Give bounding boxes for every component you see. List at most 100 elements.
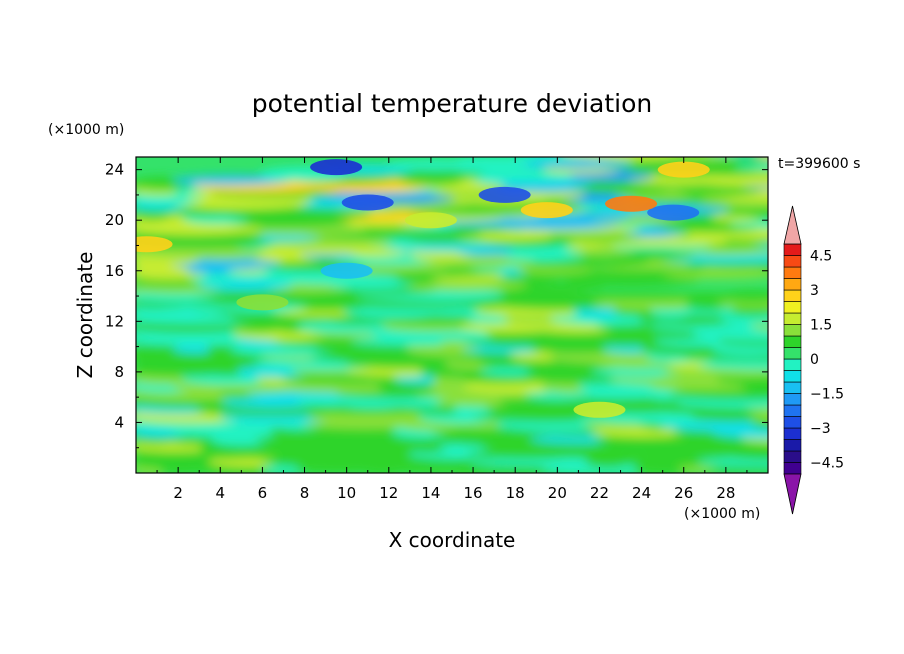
colorbar-swatch xyxy=(783,370,802,383)
colorbar-label: 1.5 xyxy=(810,318,832,334)
colorbar-swatch xyxy=(783,324,802,337)
colorbar-swatch xyxy=(783,347,802,360)
field-band xyxy=(467,314,521,324)
field-feature xyxy=(404,212,457,229)
x-tick-label: 10 xyxy=(337,484,356,502)
time-label: t=399600 s xyxy=(778,156,860,172)
x-tick-label: 12 xyxy=(379,484,398,502)
field-band xyxy=(584,455,632,468)
colorbar-swatch xyxy=(783,255,802,268)
y-tick-label: 24 xyxy=(105,161,124,179)
colorbar-label: −1.5 xyxy=(810,387,844,403)
field-band xyxy=(136,366,230,377)
y-tick-label: 4 xyxy=(114,413,124,431)
field-band xyxy=(394,374,449,384)
field-feature xyxy=(320,262,373,279)
field-band xyxy=(696,358,768,370)
field-band xyxy=(324,425,417,438)
field-band xyxy=(703,144,769,155)
field-feature xyxy=(341,194,394,211)
colorbar-under-arrow xyxy=(783,473,802,515)
field-feature xyxy=(647,204,700,221)
colorbar-label: 0 xyxy=(810,352,819,368)
x-unit-label: (×1000 m) xyxy=(684,506,760,522)
field-band xyxy=(592,297,715,310)
colorbar-swatch xyxy=(783,335,802,348)
x-axis: 2 4 6 8 10 12 14 16 18 20 22 24 26 28 xyxy=(156,157,748,502)
colorbar-swatch xyxy=(783,266,802,279)
x-tick-label: 20 xyxy=(548,484,567,502)
field-band xyxy=(611,456,736,467)
x-tick-label: 8 xyxy=(300,484,310,502)
heatmap-features xyxy=(136,159,710,418)
field-band xyxy=(514,157,583,161)
y-tick-label: 8 xyxy=(114,363,124,381)
field-feature xyxy=(310,159,363,176)
field-band xyxy=(553,450,654,459)
field-band xyxy=(756,308,768,314)
x-tick-label: 6 xyxy=(258,484,268,502)
colorbar-swatch xyxy=(783,439,802,452)
colorbar-swatch xyxy=(783,462,802,475)
field-band xyxy=(750,419,768,429)
field-band xyxy=(468,457,621,466)
colorbar-swatch xyxy=(783,278,802,291)
heatmap-area xyxy=(136,134,829,473)
x-tick-label: 24 xyxy=(632,484,651,502)
field-band xyxy=(208,456,290,467)
field-band xyxy=(719,313,768,324)
field-band xyxy=(386,159,482,171)
colorbar-swatch xyxy=(783,416,802,429)
x-tick-label: 14 xyxy=(421,484,440,502)
field-feature xyxy=(605,195,658,212)
field-band xyxy=(581,442,684,452)
colorbar-swatch xyxy=(783,289,802,302)
field-feature xyxy=(478,186,531,203)
colorbar-label: −4.5 xyxy=(810,456,844,472)
y-axis: 4 8 12 16 20 24 xyxy=(105,161,768,449)
field-band xyxy=(541,464,666,473)
y-tick-label: 20 xyxy=(105,211,124,229)
x-tick-label: 18 xyxy=(506,484,525,502)
field-band xyxy=(685,296,734,311)
field-band xyxy=(530,434,623,444)
x-axis-label: X coordinate xyxy=(389,528,516,552)
field-band xyxy=(750,141,810,151)
field-band xyxy=(594,434,702,445)
field-band xyxy=(303,403,434,415)
field-band xyxy=(669,388,768,400)
field-feature xyxy=(657,161,710,178)
field-band xyxy=(565,292,712,301)
field-band xyxy=(483,290,603,302)
field-band xyxy=(750,322,768,331)
field-band xyxy=(230,314,354,324)
field-band xyxy=(310,441,382,452)
x-tick-label: 26 xyxy=(674,484,693,502)
colorbar-swatch xyxy=(783,404,802,417)
field-band xyxy=(455,157,536,165)
y-tick-label: 16 xyxy=(105,262,124,280)
field-band xyxy=(136,342,189,356)
y-axis-label: Z coordinate xyxy=(73,252,97,379)
field-band xyxy=(225,320,288,333)
colorbar-label: 4.5 xyxy=(810,249,832,265)
field-band xyxy=(530,344,629,354)
field-feature xyxy=(136,236,173,253)
field-band xyxy=(172,175,292,186)
field-band xyxy=(346,366,448,377)
field-band xyxy=(750,412,768,421)
y-tick-label: 12 xyxy=(105,312,124,330)
x-tick-label: 4 xyxy=(215,484,225,502)
field-band xyxy=(467,449,587,459)
field-band xyxy=(478,359,578,369)
colorbar-swatch xyxy=(783,358,802,371)
field-feature xyxy=(520,202,573,219)
field-band xyxy=(386,395,458,408)
colorbar-swatch xyxy=(783,427,802,440)
field-band xyxy=(592,426,699,438)
field-band xyxy=(725,134,829,147)
colorbar-label: −3 xyxy=(810,421,831,437)
x-tick-label: 28 xyxy=(716,484,735,502)
field-band xyxy=(705,464,768,473)
